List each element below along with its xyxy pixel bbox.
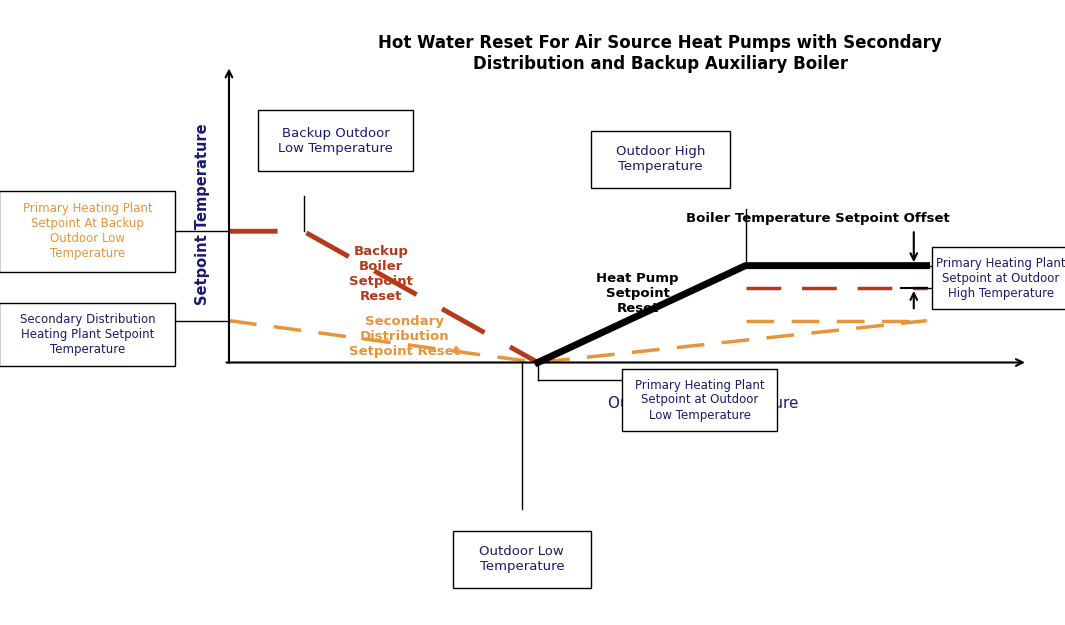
Text: Backup Outdoor
Low Temperature: Backup Outdoor Low Temperature xyxy=(278,127,393,154)
Text: Primary Heating Plant
Setpoint At Backup
Outdoor Low
Temperature: Primary Heating Plant Setpoint At Backup… xyxy=(22,202,152,260)
Text: Secondary Distribution
Heating Plant Setpoint
Temperature: Secondary Distribution Heating Plant Set… xyxy=(19,313,155,356)
Text: Outdoor Low
Temperature: Outdoor Low Temperature xyxy=(479,546,564,573)
Text: Secondary
Distribution
Setpoint Reset: Secondary Distribution Setpoint Reset xyxy=(349,315,460,358)
Text: Hot Water Reset For Air Source Heat Pumps with Secondary
Distribution and Backup: Hot Water Reset For Air Source Heat Pump… xyxy=(378,34,943,73)
FancyBboxPatch shape xyxy=(453,531,591,588)
Text: Outdoor High
Temperature: Outdoor High Temperature xyxy=(616,146,705,173)
FancyBboxPatch shape xyxy=(258,110,413,171)
FancyBboxPatch shape xyxy=(0,303,175,366)
FancyBboxPatch shape xyxy=(622,369,777,431)
Text: Primary Heating Plant
Setpoint at Outdoor
High Temperature: Primary Heating Plant Setpoint at Outdoo… xyxy=(936,257,1065,299)
Text: Primary Heating Plant
Setpoint at Outdoor
Low Temperature: Primary Heating Plant Setpoint at Outdoo… xyxy=(635,379,765,421)
Text: Heat Pump
Setpoint
Reset: Heat Pump Setpoint Reset xyxy=(596,272,678,315)
Text: Backup
Boiler
Setpoint
Reset: Backup Boiler Setpoint Reset xyxy=(349,245,413,302)
Text: Outdoor Air Temperature: Outdoor Air Temperature xyxy=(608,396,798,411)
Text: Setpoint Temperature: Setpoint Temperature xyxy=(195,123,210,305)
FancyBboxPatch shape xyxy=(591,131,730,188)
Text: Boiler Temperature Setpoint Offset: Boiler Temperature Setpoint Offset xyxy=(686,213,950,225)
FancyBboxPatch shape xyxy=(0,191,175,272)
FancyBboxPatch shape xyxy=(932,247,1065,309)
